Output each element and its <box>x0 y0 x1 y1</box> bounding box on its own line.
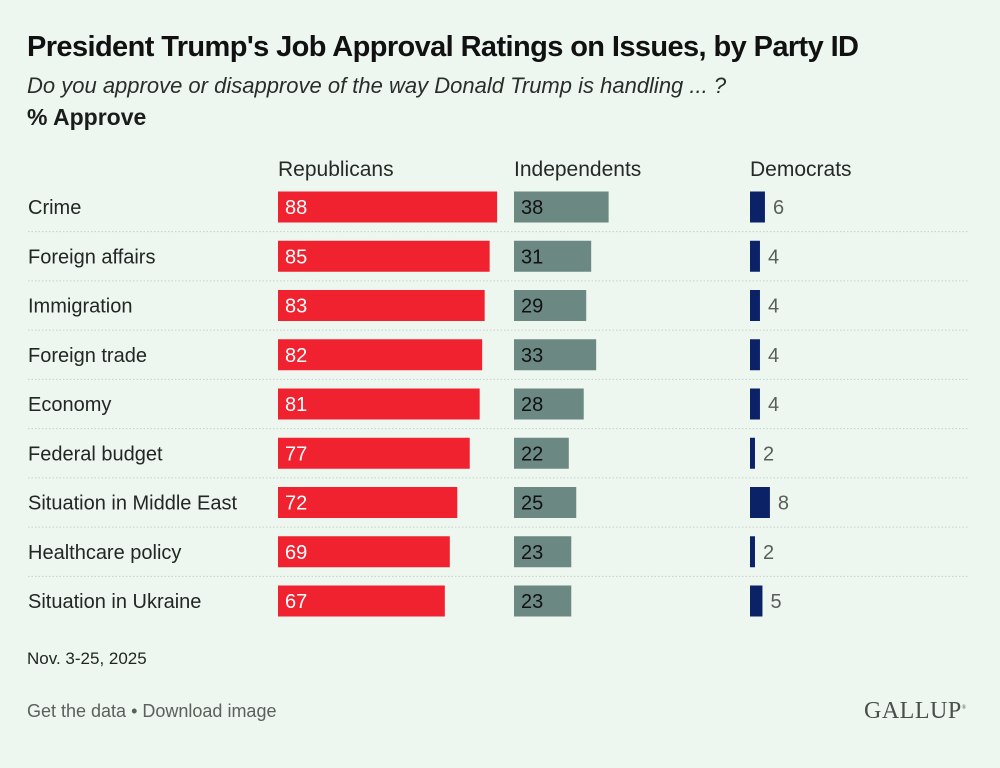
gallup-logo: GALLUP® <box>864 698 967 725</box>
value-label-republicans: 83 <box>285 296 307 318</box>
value-label-democrats: 4 <box>768 345 779 367</box>
bar-republicans <box>278 487 458 518</box>
value-label-independents: 31 <box>521 246 543 268</box>
bar-democrats <box>750 585 763 617</box>
value-label-democrats: 6 <box>773 197 784 219</box>
category-label: Crime <box>28 197 81 219</box>
value-label-republicans: 81 <box>285 394 307 416</box>
bar-independents <box>514 585 572 617</box>
value-label-republicans: 85 <box>285 246 307 268</box>
column-header-republicans: Republicans <box>278 158 394 181</box>
category-label: Foreign affairs <box>28 246 155 268</box>
value-label-independents: 25 <box>521 493 543 515</box>
category-label: Situation in Middle East <box>28 493 237 515</box>
bar-republicans <box>278 388 480 420</box>
bar-independents <box>514 437 569 469</box>
bar-independents <box>514 290 587 321</box>
bar-democrats <box>750 388 760 420</box>
category-label: Healthcare policy <box>28 542 181 564</box>
bar-republicans <box>278 191 498 223</box>
bar-republicans <box>278 585 445 617</box>
value-label-republicans: 72 <box>285 493 307 515</box>
bar-democrats <box>750 437 755 469</box>
column-header-independents: Independents <box>514 158 642 181</box>
value-label-democrats: 2 <box>763 443 774 465</box>
value-label-republicans: 67 <box>285 591 307 613</box>
value-label-democrats: 8 <box>778 493 789 515</box>
get-data-link[interactable]: Get the data <box>27 701 127 721</box>
value-label-independents: 23 <box>521 591 543 613</box>
registered-mark: ® <box>961 705 967 711</box>
value-label-democrats: 4 <box>768 246 779 268</box>
bar-democrats <box>750 487 770 518</box>
bar-republicans <box>278 290 485 321</box>
bar-democrats <box>750 191 765 223</box>
bar-republicans <box>278 536 450 568</box>
footer-links: Get the data • Download image <box>27 701 276 722</box>
value-label-democrats: 4 <box>768 394 779 416</box>
bar-republicans <box>278 339 483 371</box>
category-label: Foreign trade <box>28 345 147 367</box>
bar-democrats <box>750 240 760 272</box>
value-label-democrats: 5 <box>770 591 781 613</box>
bar-independents <box>514 240 592 272</box>
value-label-democrats: 4 <box>768 296 779 318</box>
value-label-republicans: 88 <box>285 197 307 219</box>
category-label: Federal budget <box>28 443 163 465</box>
measure-label: % Approve <box>27 104 147 130</box>
value-label-republicans: 77 <box>285 443 307 465</box>
survey-date: Nov. 3-25, 2025 <box>27 649 147 668</box>
value-label-independents: 28 <box>521 394 543 416</box>
value-label-independents: 22 <box>521 443 543 465</box>
column-header-democrats: Democrats <box>750 158 852 181</box>
value-label-independents: 33 <box>521 345 543 367</box>
value-label-republicans: 82 <box>285 345 307 367</box>
category-label: Economy <box>28 394 111 416</box>
value-label-republicans: 69 <box>285 542 307 564</box>
bar-democrats <box>750 536 755 568</box>
bar-independents <box>514 191 609 223</box>
chart-title: President Trump's Job Approval Ratings o… <box>27 31 859 63</box>
link-separator: • <box>126 701 143 721</box>
bar-independents <box>514 487 577 518</box>
bar-independents <box>514 339 597 371</box>
category-label: Immigration <box>28 296 132 318</box>
chart-subtitle: Do you approve or disapprove of the way … <box>27 73 727 98</box>
bar-independents <box>514 388 584 420</box>
bar-democrats <box>750 290 760 321</box>
category-label: Situation in Ukraine <box>28 591 201 613</box>
value-label-independents: 23 <box>521 542 543 564</box>
bar-democrats <box>750 339 760 371</box>
bar-independents <box>514 536 572 568</box>
bar-republicans <box>278 240 490 272</box>
value-label-independents: 38 <box>521 197 543 219</box>
download-image-link[interactable]: Download image <box>142 701 277 721</box>
value-label-independents: 29 <box>521 296 543 318</box>
value-label-democrats: 2 <box>763 542 774 564</box>
bar-republicans <box>278 437 470 469</box>
gallup-logo-text: GALLUP <box>864 698 962 724</box>
